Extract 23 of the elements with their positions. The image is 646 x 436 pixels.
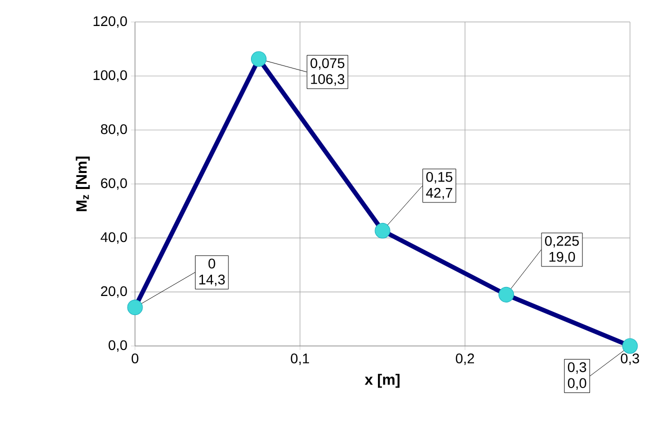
y-tick-label: 100,0 [94, 70, 127, 82]
annotation: 0,075 [310, 58, 344, 70]
y-tick-label: 60,0 [101, 178, 127, 190]
data-label: 42,7 [426, 188, 452, 200]
data-label: 14,3 [199, 274, 225, 286]
y-tick-label: 20,0 [101, 286, 127, 298]
x-tick-label: 0,1 [290, 353, 310, 366]
annotation: 0 [208, 258, 216, 269]
x-tick-label: 0,3 [620, 353, 640, 366]
x-tick-label: 0 [132, 353, 138, 364]
x-tick-label: 0,2 [456, 353, 474, 366]
data-label: 106,3 [311, 74, 344, 86]
y-tick-label: 0,0 [108, 340, 127, 352]
y-tick-label: 40,0 [100, 232, 127, 244]
annotation: 0,225 [545, 236, 579, 248]
y-tick-label: 120,0 [94, 16, 127, 28]
annotation: 0,3 [568, 362, 586, 374]
data-label: 19,0 [549, 252, 575, 264]
annotation: 0,15 [426, 172, 452, 184]
y-tick-label: 80,0 [100, 124, 127, 136]
x-axis-title: x [m] [364, 374, 400, 388]
data-label: 0,0 [568, 378, 586, 390]
y-axis-title: M$_{z}$ [Nm] [76, 156, 90, 212]
